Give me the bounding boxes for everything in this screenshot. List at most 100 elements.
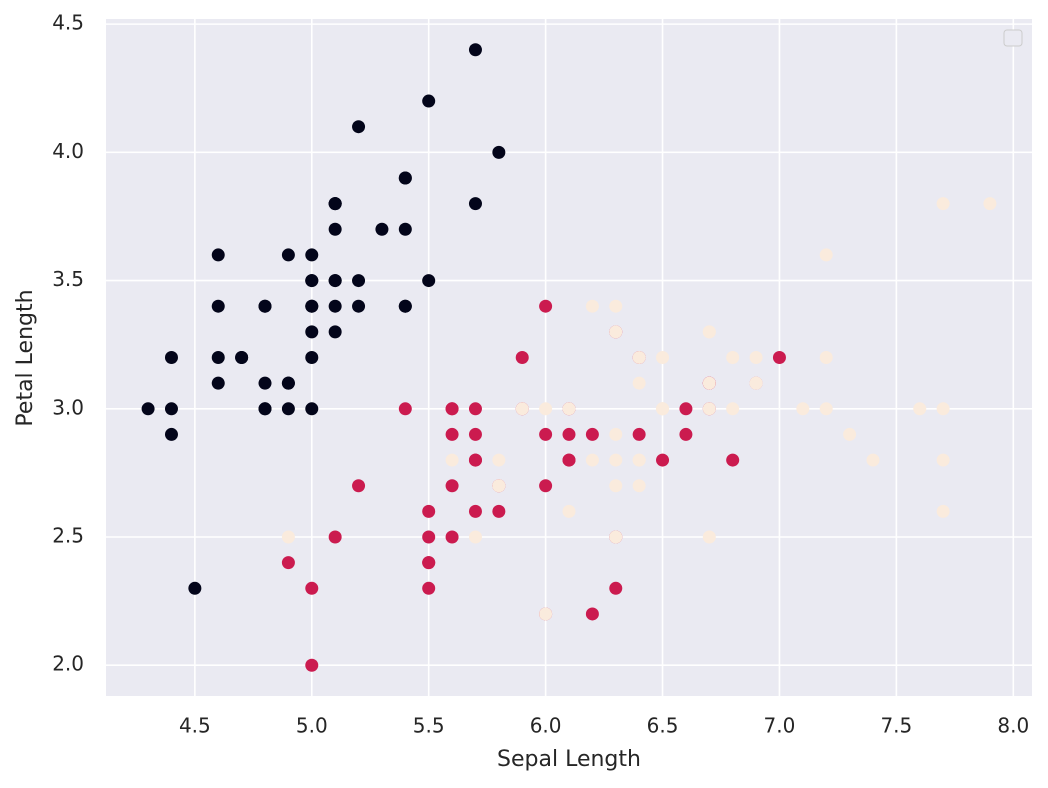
point — [352, 274, 366, 288]
point — [398, 299, 412, 313]
point — [632, 427, 646, 441]
point — [936, 504, 950, 518]
point — [585, 427, 599, 441]
point — [539, 607, 553, 621]
point — [819, 248, 833, 262]
x-tick-label: 5.0 — [296, 714, 328, 738]
point — [141, 402, 155, 416]
x-tick-label: 7.0 — [764, 714, 796, 738]
y-axis-label: Petal Length — [13, 289, 38, 426]
point — [188, 581, 202, 595]
point — [305, 274, 319, 288]
point — [539, 402, 553, 416]
x-tick-label: 8.0 — [997, 714, 1029, 738]
point — [609, 325, 623, 339]
point — [398, 171, 412, 185]
point — [445, 479, 459, 493]
point — [726, 453, 740, 467]
x-tick-label: 6.0 — [530, 714, 562, 738]
point — [656, 351, 670, 364]
point — [609, 530, 623, 544]
point — [936, 402, 950, 416]
point — [983, 197, 997, 211]
x-tick-label: 6.5 — [647, 714, 679, 738]
point — [422, 581, 436, 595]
point — [422, 556, 436, 570]
point — [609, 479, 623, 493]
point — [609, 581, 623, 595]
point — [468, 427, 482, 441]
point — [445, 453, 459, 467]
point — [164, 402, 178, 416]
point — [936, 197, 950, 211]
point — [819, 351, 833, 364]
point — [726, 402, 740, 416]
point — [679, 427, 693, 441]
point — [632, 479, 646, 493]
point — [328, 299, 342, 313]
point — [585, 453, 599, 467]
point — [819, 402, 833, 416]
point — [352, 479, 366, 493]
point — [422, 504, 436, 518]
point — [328, 222, 342, 236]
point — [468, 43, 482, 57]
point — [585, 299, 599, 313]
point — [305, 299, 319, 313]
point — [656, 402, 670, 416]
point — [515, 351, 529, 364]
y-tick-label: 3.0 — [52, 395, 84, 419]
point — [328, 274, 342, 288]
plot-area — [106, 19, 1032, 696]
point — [585, 607, 599, 621]
x-tick-label: 5.5 — [413, 714, 445, 738]
x-tick-label: 7.5 — [880, 714, 912, 738]
point — [305, 402, 319, 416]
points — [141, 43, 997, 672]
point — [445, 427, 459, 441]
point — [422, 274, 436, 288]
point — [843, 427, 857, 441]
point — [562, 453, 576, 467]
point — [913, 402, 927, 416]
point — [866, 453, 880, 467]
y-tick-label: 2.0 — [52, 652, 84, 676]
labels: 4.5 5.0 5.5 6.0 6.5 7.0 7.5 8.0 2.0 2.5 3.0 3.5 4.0 4… — [52, 11, 1029, 738]
point — [632, 453, 646, 467]
x-axis-label: Sepal Length — [497, 747, 641, 772]
point — [656, 453, 670, 467]
point — [539, 427, 553, 441]
point — [468, 402, 482, 416]
point — [468, 504, 482, 518]
point — [375, 222, 389, 236]
point — [468, 197, 482, 211]
point — [749, 376, 763, 390]
point — [562, 402, 576, 416]
point — [772, 351, 786, 364]
point — [726, 351, 740, 364]
point — [352, 120, 366, 134]
point — [211, 248, 225, 262]
y-tick-label: 4.5 — [52, 11, 84, 35]
y-tick-label: 2.5 — [52, 524, 84, 548]
point — [539, 479, 553, 493]
point — [468, 453, 482, 467]
point — [539, 299, 553, 313]
point — [281, 556, 295, 570]
point — [445, 530, 459, 544]
point — [164, 427, 178, 441]
point — [749, 351, 763, 364]
point — [492, 453, 506, 467]
point — [609, 453, 623, 467]
point — [562, 504, 576, 518]
point — [211, 351, 225, 364]
point — [609, 299, 623, 313]
point — [702, 325, 716, 339]
point — [398, 222, 412, 236]
point — [492, 479, 506, 493]
point — [281, 248, 295, 262]
point — [328, 530, 342, 544]
point — [328, 197, 342, 211]
point — [936, 453, 950, 467]
